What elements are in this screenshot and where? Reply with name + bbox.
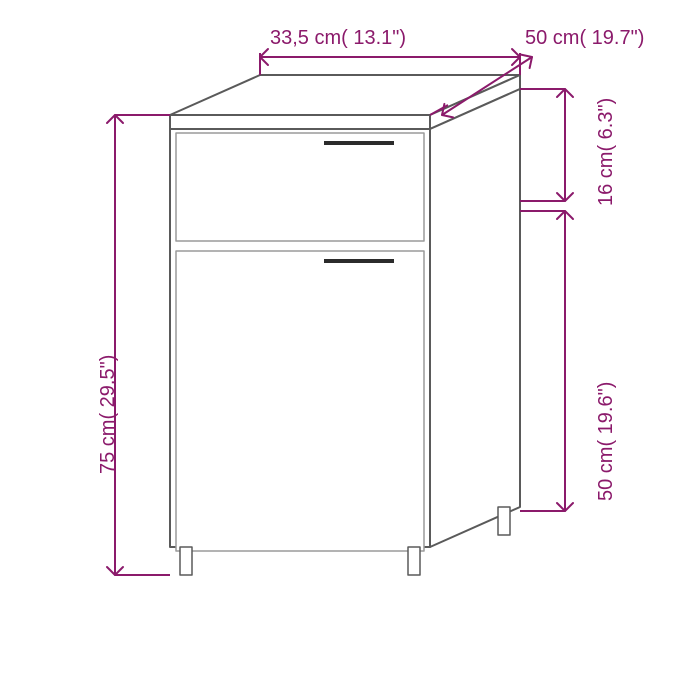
- dim-label-width: 33,5 cm( 13.1"): [270, 27, 406, 50]
- dim-label-drawer: 16 cm( 6.3"): [595, 98, 618, 206]
- dim-label-depth: 50 cm( 19.7"): [525, 27, 644, 50]
- dim-label-height: 75 cm( 29.5"): [97, 354, 120, 473]
- diagram-stage: 33,5 cm( 13.1") 50 cm( 19.7") 75 cm( 29.…: [0, 0, 700, 700]
- dim-label-door: 50 cm( 19.6"): [595, 382, 618, 501]
